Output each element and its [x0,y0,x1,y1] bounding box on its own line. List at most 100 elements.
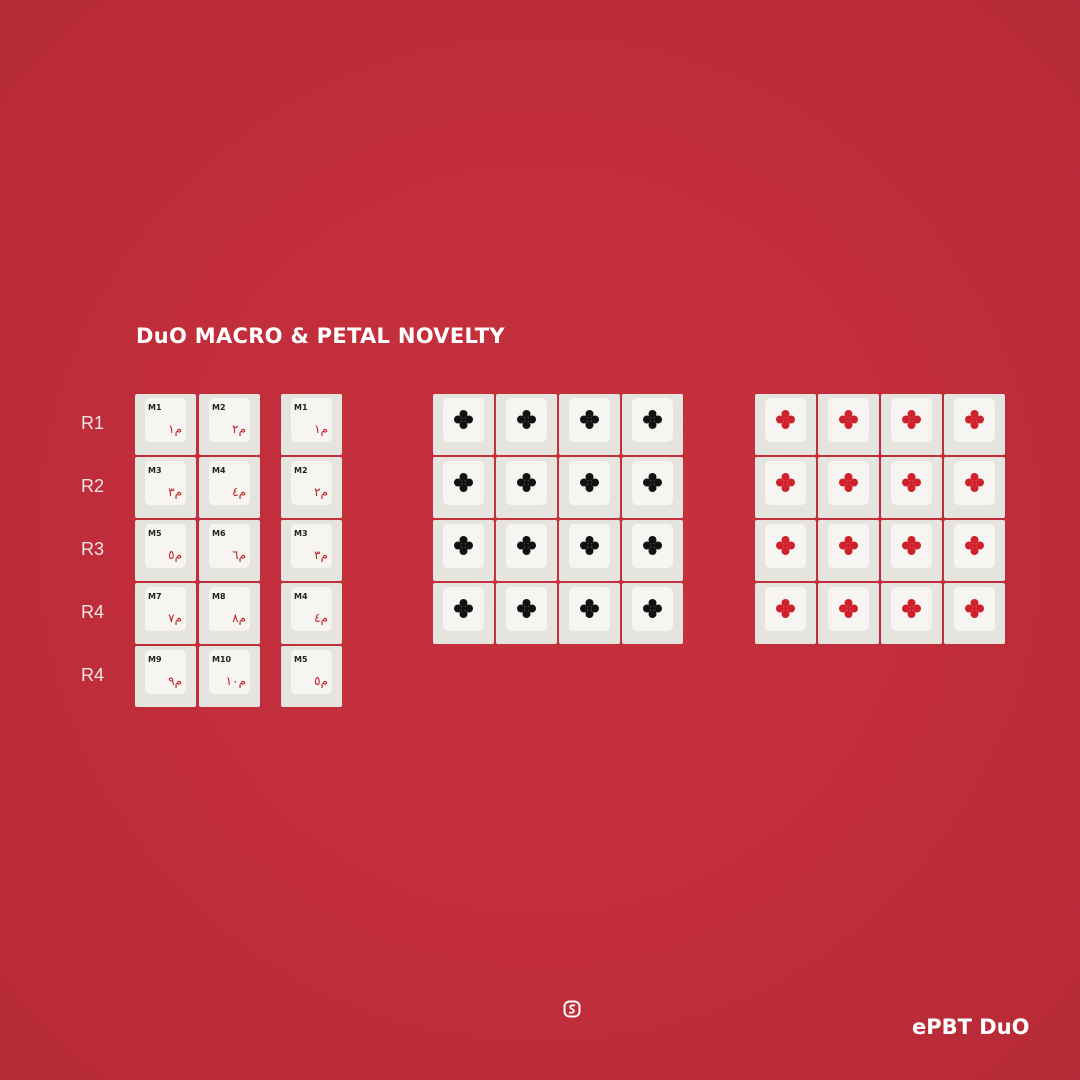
petal-icon [517,599,536,618]
petal-keycap [881,583,942,644]
keycap-legend: M4 [294,592,308,601]
keycap-arabic-legend: م٤ [232,485,246,499]
keycap-top [209,398,250,442]
petal-keycap [622,457,683,518]
petal-keycap [881,394,942,455]
macro-keycap: M1 م١ [281,394,342,455]
macro-keycap: M5 م٥ [135,520,196,581]
petal-keycap [755,520,816,581]
keycap-top [209,587,250,631]
petal-icon [517,473,536,492]
petal-keycap [433,520,494,581]
petal-icon [776,473,795,492]
keycap-arabic-legend: م٦ [232,548,246,562]
keycap-top [291,524,332,568]
macro-keycap: M9 م٩ [135,646,196,707]
petal-icon [965,536,984,555]
petal-icon [902,536,921,555]
keycap-arabic-legend: م٥ [314,674,328,688]
brand-name: ePBT DuO [912,1015,1030,1039]
keycap-legend: M3 [294,529,308,538]
row-label: R1 [81,413,105,433]
macro-keycap: M10 م١٠ [199,646,260,707]
petal-icon [643,410,662,429]
keycap-top [145,587,186,631]
keycap-arabic-legend: م١٠ [225,674,246,688]
petal-keycap [818,457,879,518]
petal-keycap [559,583,620,644]
petal-icon [580,599,599,618]
keycap-top [209,461,250,505]
keycap-arabic-legend: م٥ [168,548,182,562]
petal-keycap [944,394,1005,455]
macro-keycap: M2 م٢ [281,457,342,518]
petal-keycap [433,457,494,518]
keycap-top [291,461,332,505]
sa-logo-icon [563,1000,581,1018]
macro-keycap: M4 م٤ [199,457,260,518]
keycap-legend: M2 [212,403,226,412]
petal-icon [965,599,984,618]
petal-icon [839,473,858,492]
keycap-legend: M8 [212,592,226,601]
keycap-arabic-legend: م١ [168,422,182,436]
petal-keycap [944,457,1005,518]
petal-keycap [755,583,816,644]
macro-keycap: M2 م٢ [199,394,260,455]
keycap-legend: M5 [148,529,162,538]
petal-keycap [496,394,557,455]
petal-icon [580,410,599,429]
petal-icon [454,536,473,555]
petal-icon [839,536,858,555]
keycap-legend: M4 [212,466,226,475]
keycap-arabic-legend: م٣ [314,548,328,562]
petal-icon [839,410,858,429]
petal-keycap [433,394,494,455]
petal-keycap [559,520,620,581]
petal-keycap [818,520,879,581]
keycap-legend: M10 [212,655,232,664]
keycap-legend: M3 [148,466,162,475]
petal-icon [517,410,536,429]
petal-icon [965,410,984,429]
petal-icon [580,536,599,555]
page-title: DuO MACRO & PETAL NOVELTY [136,324,505,348]
petal-icon [965,473,984,492]
macro-keycap: M8 م٨ [199,583,260,644]
petal-icon [517,536,536,555]
keycap-arabic-legend: م٨ [232,611,246,625]
keycap-top [145,398,186,442]
petal-keycap [944,520,1005,581]
keycap-legend: M9 [148,655,162,664]
macro-keycap: M3 م٣ [281,520,342,581]
keycap-legend: M1 [294,403,308,412]
macro-keycap: M7 م٧ [135,583,196,644]
keycap-legend: M5 [294,655,308,664]
petal-icon [776,536,795,555]
keycap-top [209,524,250,568]
petal-icon [643,599,662,618]
petal-keycap [496,583,557,644]
row-label: R4 [81,602,105,622]
keycap-arabic-legend: م٩ [168,674,182,688]
petal-keycap [622,583,683,644]
petal-icon [454,599,473,618]
petal-keycap [559,457,620,518]
keycap-arabic-legend: م١ [314,422,328,436]
petal-keycap [755,394,816,455]
petal-icon [902,473,921,492]
petal-keycap [881,457,942,518]
keycap-legend: M6 [212,529,226,538]
keycap-top [209,650,250,694]
petal-icon [643,473,662,492]
petal-icon [454,410,473,429]
row-label: R3 [81,539,105,559]
keycap-legend: M7 [148,592,162,601]
petal-icon [580,473,599,492]
petal-keycap [944,583,1005,644]
keycap-legend: M2 [294,466,308,475]
keycap-arabic-legend: م٢ [232,422,246,436]
keycap-legend: M1 [148,403,162,412]
petal-keycap [496,520,557,581]
petal-icon [839,599,858,618]
